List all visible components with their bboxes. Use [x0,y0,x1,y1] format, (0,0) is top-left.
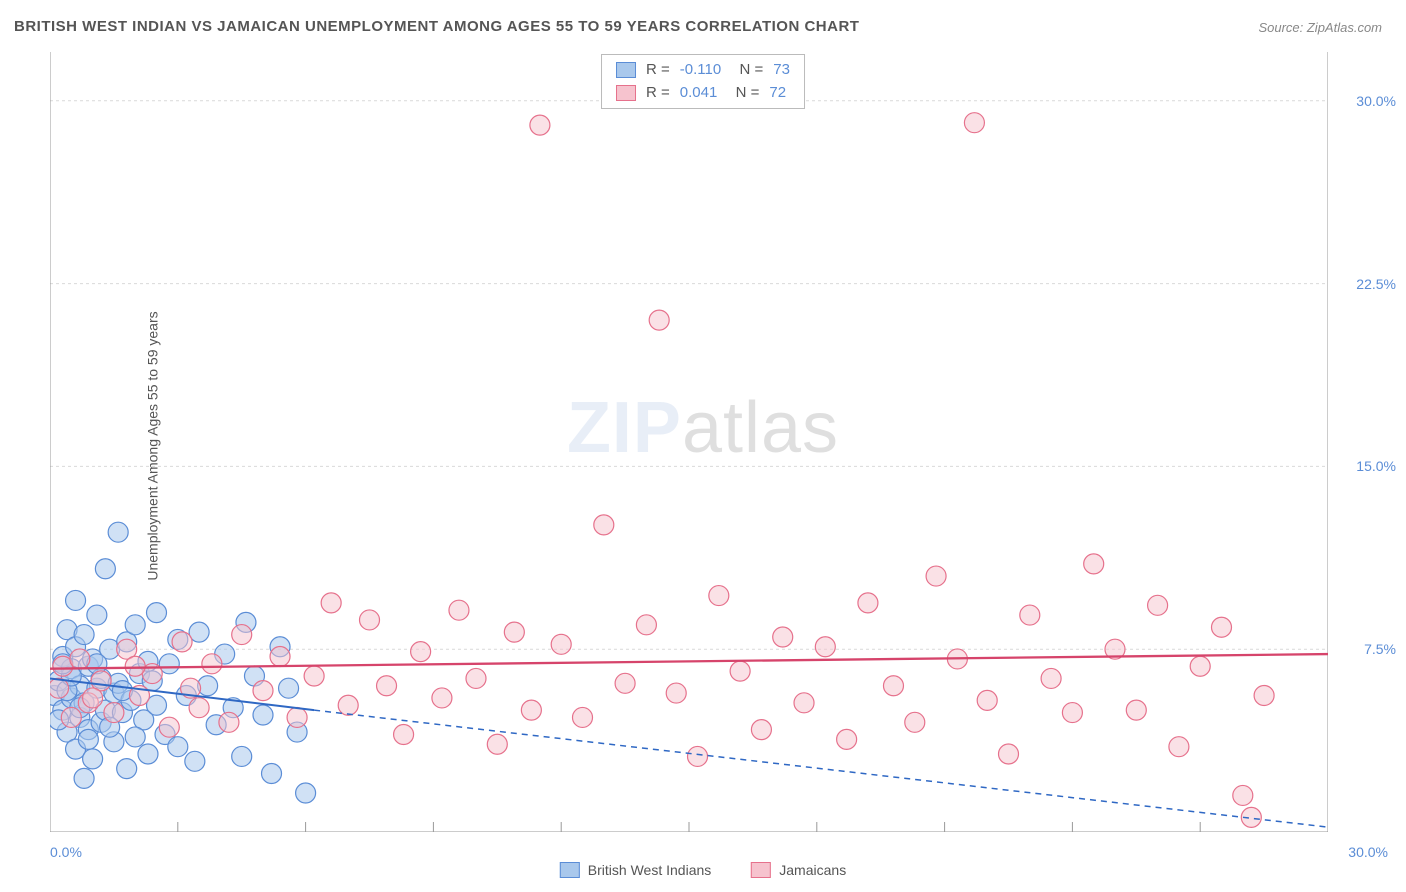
swatch-icon [616,85,636,101]
source-attribution: Source: ZipAtlas.com [1258,20,1382,35]
chart-area: 7.5%15.0%22.5%30.0% 0.0% 30.0% [50,52,1328,832]
correlation-row: R = 0.041 N = 72 [616,82,790,105]
x-axis-max: 30.0% [1348,844,1388,860]
legend-item: Jamaicans [751,862,846,878]
n-label: N = [731,59,763,82]
correlation-legend: R = -0.110 N = 73 R = 0.041 N = 72 [601,54,805,109]
y-tick-label: 15.0% [1356,458,1396,474]
series-legend: British West Indians Jamaicans [560,862,846,878]
r-value: -0.110 [680,59,721,82]
legend-label: British West Indians [588,862,711,878]
legend-label: Jamaicans [779,862,846,878]
y-tick-label: 22.5% [1356,276,1396,292]
n-value: 72 [769,82,786,105]
y-tick-label: 30.0% [1356,93,1396,109]
r-label: R = [646,82,670,105]
y-tick-label: 7.5% [1364,641,1396,657]
n-label: N = [727,82,759,105]
n-value: 73 [773,59,790,82]
swatch-icon [616,62,636,78]
chart-title: BRITISH WEST INDIAN VS JAMAICAN UNEMPLOY… [14,18,859,35]
swatch-icon [560,862,580,878]
legend-item: British West Indians [560,862,711,878]
swatch-icon [751,862,771,878]
r-value: 0.041 [680,82,718,105]
scatter-plot [50,52,1328,832]
x-axis-min: 0.0% [50,844,82,860]
r-label: R = [646,59,670,82]
correlation-row: R = -0.110 N = 73 [616,59,790,82]
